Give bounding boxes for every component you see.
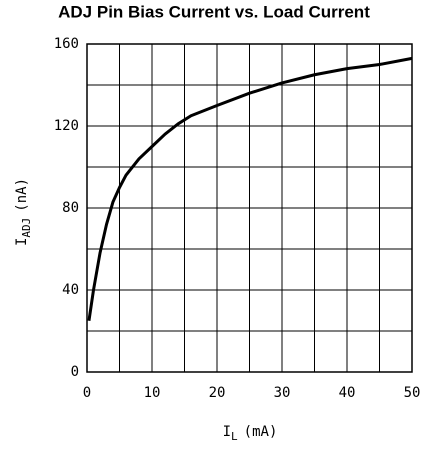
y-tick-label: 120 xyxy=(54,118,79,134)
y-tick-label: 0 xyxy=(71,364,79,380)
x-tick-label: 0 xyxy=(83,385,91,401)
y-tick-label: 80 xyxy=(62,200,79,216)
data-line xyxy=(87,56,413,321)
x-label-sub: L xyxy=(231,430,238,443)
x-label-main: I xyxy=(223,424,231,440)
plot-frame xyxy=(86,43,413,373)
x-tick-label: 10 xyxy=(144,385,161,401)
x-tick-label: 50 xyxy=(404,385,421,401)
x-tick-label: 30 xyxy=(274,385,291,401)
y-axis-label: IADJ (nA) xyxy=(14,178,33,246)
y-label-main: I xyxy=(14,238,30,246)
y-label-sub: ADJ xyxy=(20,218,33,238)
y-tick-label: 160 xyxy=(54,36,79,52)
x-axis-label: IL (mA) xyxy=(223,424,278,443)
y-tick-label: 40 xyxy=(62,282,79,298)
chart-title: ADJ Pin Bias Current vs. Load Current xyxy=(58,2,370,21)
y-label-unit: (nA) xyxy=(14,178,30,212)
x-tick-label: 40 xyxy=(339,385,356,401)
x-tick-label: 20 xyxy=(209,385,226,401)
x-label-unit: (mA) xyxy=(244,424,278,440)
